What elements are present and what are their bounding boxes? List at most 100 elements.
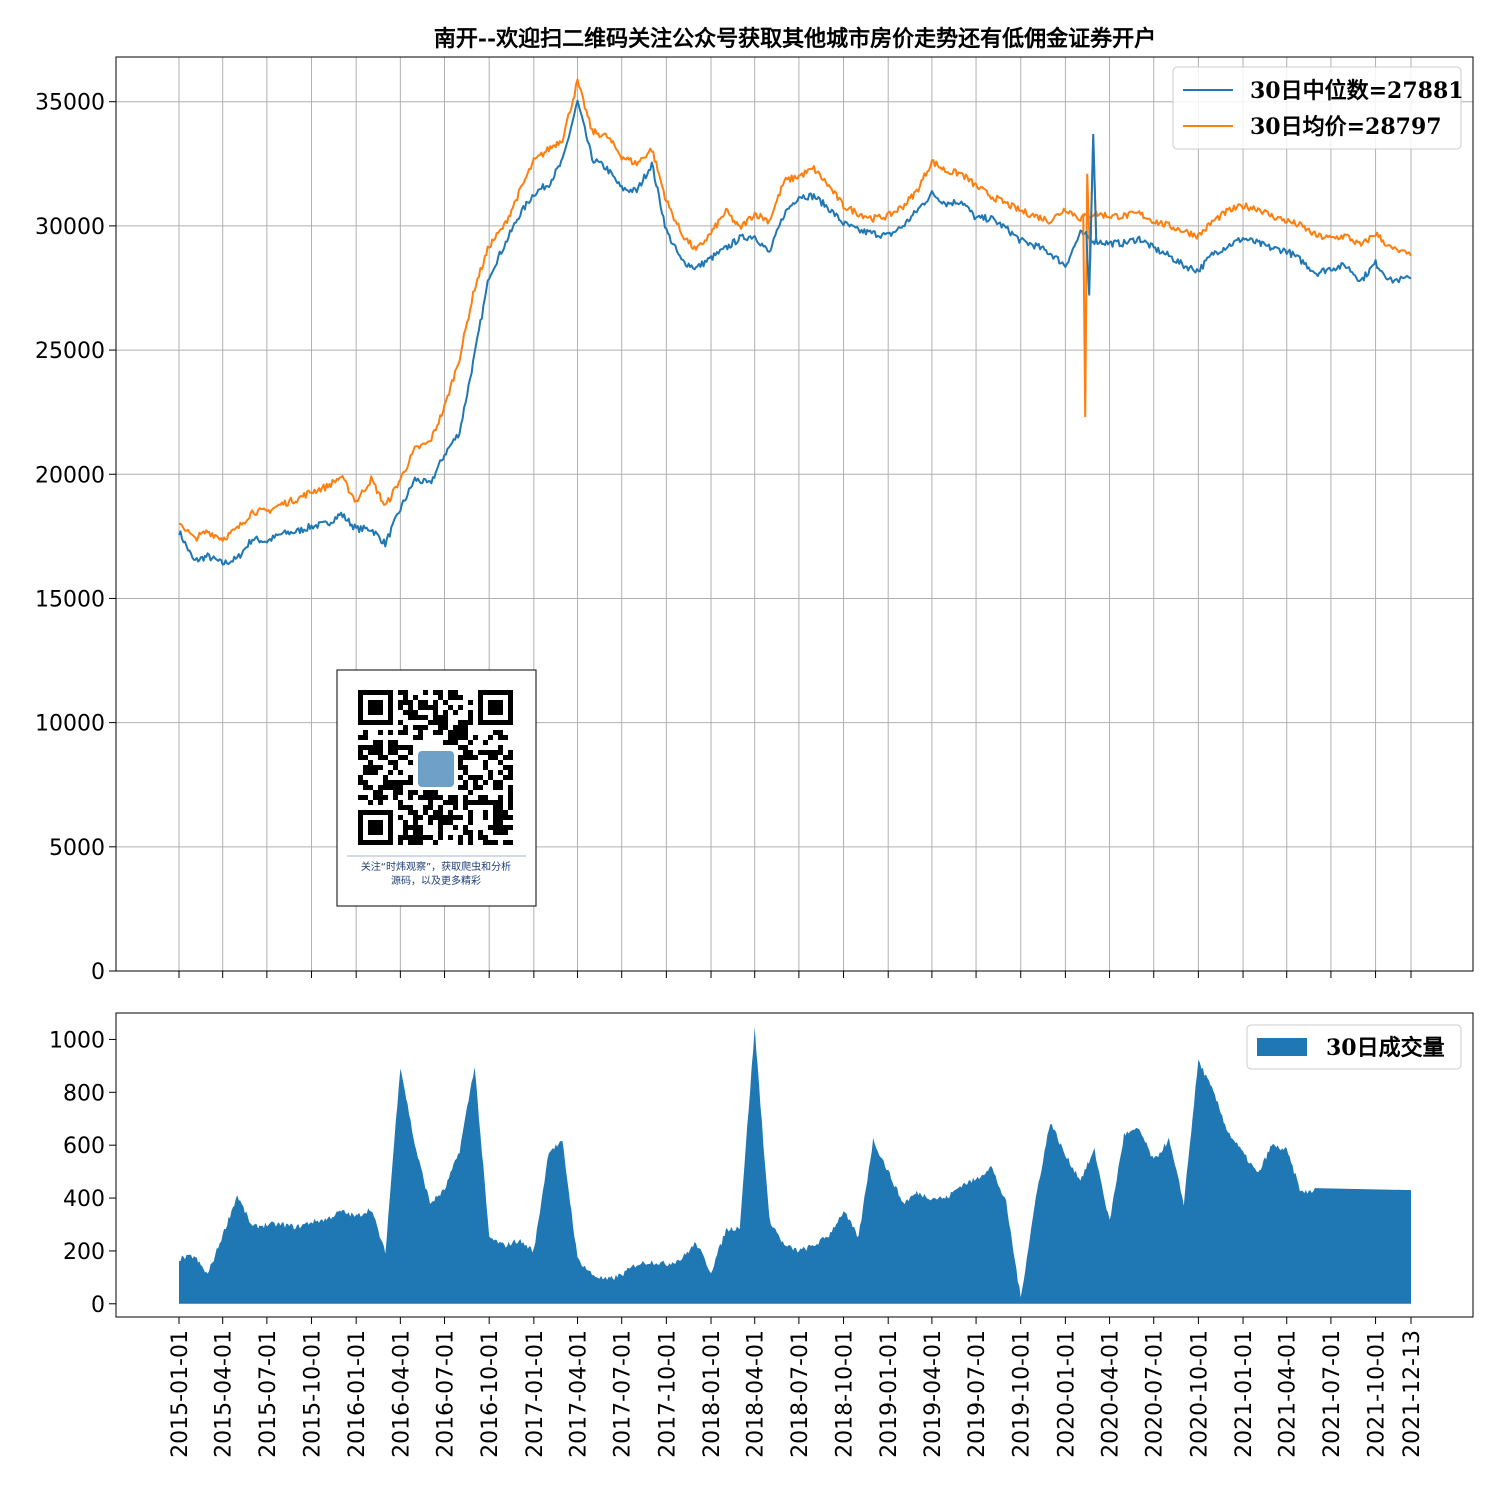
qr-module — [398, 690, 403, 695]
qr-module — [468, 800, 473, 805]
qr-module — [503, 735, 508, 740]
qr-module — [443, 700, 448, 705]
qr-module — [503, 815, 508, 820]
qr-module — [483, 840, 488, 845]
qr-module — [438, 810, 443, 815]
qr-module — [463, 770, 468, 775]
qr-module — [358, 745, 363, 750]
x-tick-label: 2016-04-01 — [389, 1330, 414, 1458]
qr-module — [433, 730, 438, 735]
x-tick-label: 2021-04-01 — [1276, 1330, 1301, 1458]
qr-module — [373, 770, 378, 775]
qr-module — [493, 800, 498, 805]
qr-module — [483, 810, 488, 815]
qr-module — [413, 825, 418, 830]
qr-module — [423, 725, 428, 730]
qr-module — [483, 740, 488, 745]
x-tick-label: 2017-01-01 — [523, 1330, 548, 1458]
qr-module — [448, 795, 453, 800]
qr-module — [423, 835, 428, 840]
qr-module — [398, 755, 403, 760]
qr-module — [398, 700, 403, 705]
price-grid — [116, 57, 1473, 972]
legend-mean-label: 30日均价=28797 — [1250, 114, 1442, 140]
volume-legend-box — [1246, 1024, 1462, 1070]
x-tick-label: 2021-01-01 — [1232, 1330, 1257, 1458]
qr-module — [453, 740, 458, 745]
volume-fill — [179, 1026, 1411, 1304]
price-lines — [178, 78, 1412, 566]
qr-module — [458, 735, 463, 740]
qr-module — [438, 820, 443, 825]
qr-module — [453, 735, 458, 740]
qr-module — [473, 800, 478, 805]
qr-module — [503, 810, 508, 815]
qr-module — [413, 815, 418, 820]
qr-module — [388, 770, 393, 775]
qr-module — [498, 815, 503, 820]
qr-module — [468, 755, 473, 760]
qr-module — [448, 820, 453, 825]
price-y-tick-label: 10000 — [35, 712, 105, 737]
qr-module — [358, 755, 363, 760]
qr-module — [403, 690, 408, 695]
qr-module — [413, 835, 418, 840]
qr-module — [433, 795, 438, 800]
qr-module — [398, 805, 403, 810]
chart-title: 南开--欢迎扫二维码关注公众号获取其他城市房价走势还有低佣金证券开户 — [434, 26, 1156, 52]
qr-module — [403, 725, 408, 730]
qr-module — [438, 695, 443, 700]
qr-module — [463, 755, 468, 760]
qr-module — [463, 785, 468, 790]
qr-module — [503, 765, 508, 770]
qr-module — [428, 720, 433, 725]
qr-module — [418, 730, 423, 735]
qr-module — [453, 725, 458, 730]
qr-module — [408, 750, 413, 755]
qr-module — [468, 840, 473, 845]
qr-module — [453, 690, 458, 695]
qr-module — [443, 815, 448, 820]
qr-module — [403, 710, 408, 715]
qr-module — [463, 750, 468, 755]
qr-module — [418, 735, 423, 740]
qr-module — [453, 710, 458, 715]
qr-module — [408, 710, 413, 715]
qr-module — [408, 715, 413, 720]
qr-module — [423, 805, 428, 810]
qr-module — [443, 820, 448, 825]
qr-finder-core — [368, 820, 383, 835]
qr-module — [448, 730, 453, 735]
qr-module — [468, 775, 473, 780]
qr-module — [383, 775, 388, 780]
qr-module — [478, 835, 483, 840]
qr-module — [478, 775, 483, 780]
qr-module — [468, 830, 473, 835]
qr-module — [508, 765, 513, 770]
qr-module — [363, 745, 368, 750]
qr-module — [463, 780, 468, 785]
price-y-tick-label: 0 — [91, 960, 105, 985]
volume-y-tick-label: 0 — [91, 1293, 105, 1318]
qr-module — [418, 835, 423, 840]
qr-module — [393, 795, 398, 800]
qr-module — [433, 715, 438, 720]
qr-module — [393, 785, 398, 790]
qr-module — [398, 720, 403, 725]
qr-module — [463, 720, 468, 725]
qr-module — [438, 830, 443, 835]
qr-module — [388, 745, 393, 750]
qr-module — [363, 785, 368, 790]
qr-module — [378, 740, 383, 745]
qr-module — [428, 820, 433, 825]
qr-module — [498, 810, 503, 815]
qr-module — [433, 840, 438, 845]
qr-module — [458, 745, 463, 750]
qr-module — [363, 735, 368, 740]
qr-module — [398, 790, 403, 795]
qr-module — [443, 715, 448, 720]
qr-module — [458, 695, 463, 700]
qr-caption-line2: 源码，以及更多精彩 — [391, 874, 481, 887]
qr-module — [473, 775, 478, 780]
